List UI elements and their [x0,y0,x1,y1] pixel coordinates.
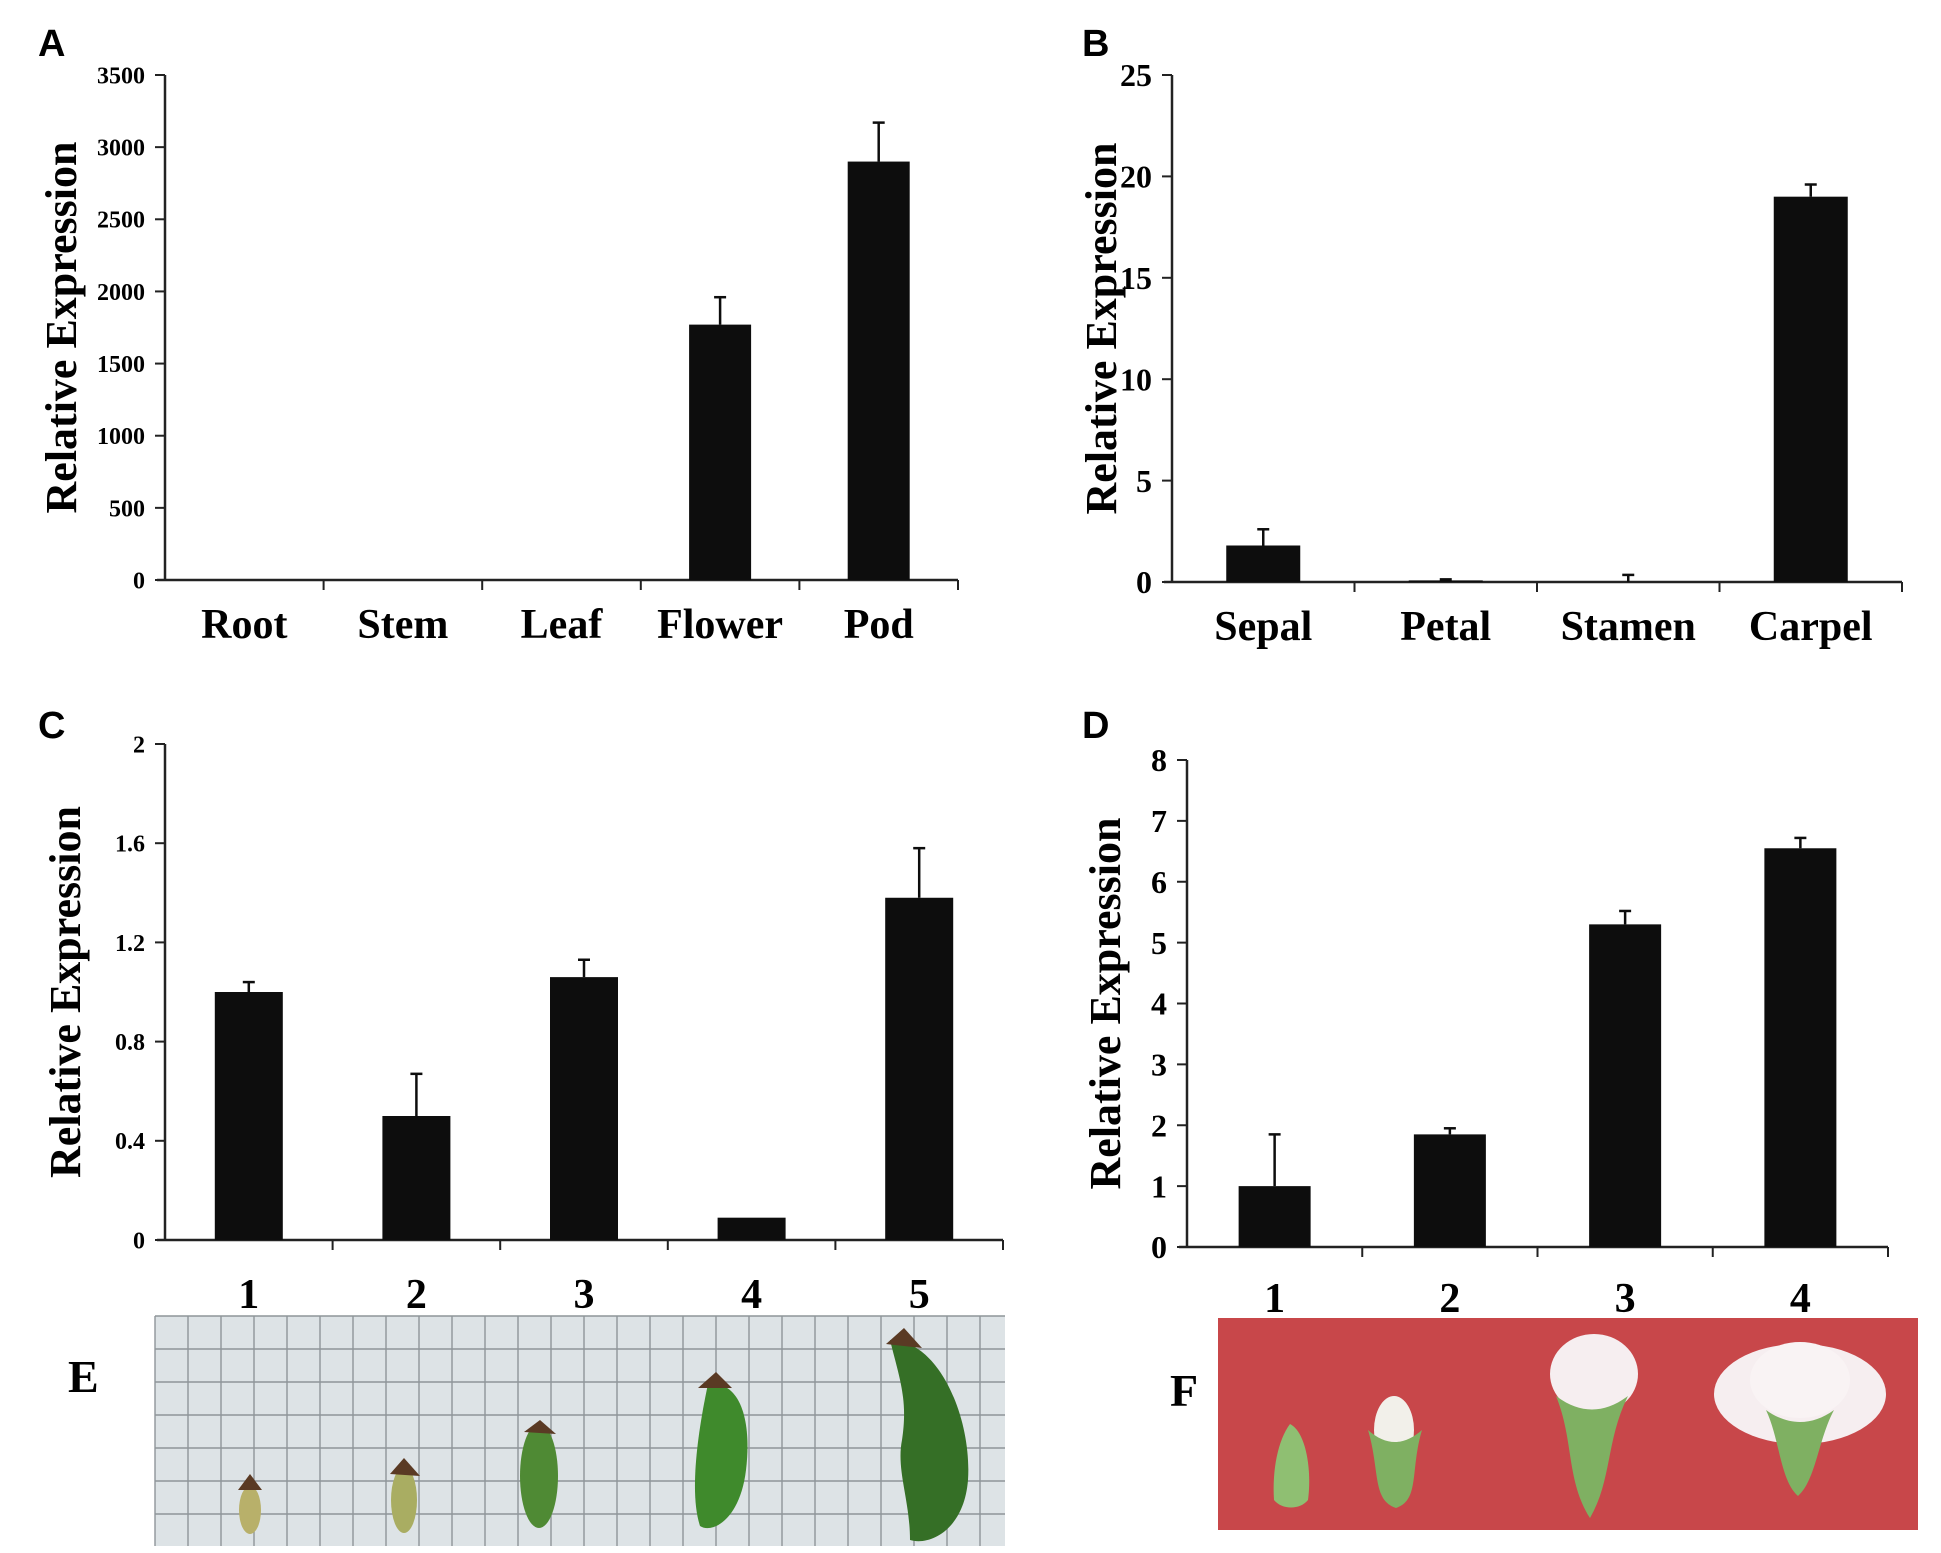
y-tick-label: 5 [1151,925,1167,961]
bar-3 [1589,924,1662,1247]
y-tick-label: 6 [1151,864,1167,900]
y-tick-label: 20 [1120,159,1152,195]
y-tick-label: 0.8 [115,1030,145,1056]
chart-panel-b: B Relative Expression 0 5 10 15 20 25 Sepal Petal… [1077,23,1903,650]
bar-flower [689,324,752,580]
y-tick-label: 0 [1151,1229,1167,1265]
grid-paper-background [155,1316,1005,1546]
x-tick-label: Carpel [1749,604,1873,650]
y-tick-label: 1 [1151,1168,1167,1204]
x-tick-label: 2 [406,1272,427,1318]
y-tick-label: 25 [1120,57,1152,93]
x-tick-label: 3 [574,1272,595,1318]
x-tick-label: 4 [1790,1276,1811,1322]
y-tick-label: 0 [1136,564,1152,600]
bar-5 [885,897,954,1240]
flower-stage-1 [1273,1424,1310,1508]
x-tick-label: Flower [657,602,783,648]
y-tick-label: 10 [1120,361,1152,397]
bar-4 [1764,848,1837,1247]
bar-sepal [1226,545,1301,582]
bar-4 [717,1217,786,1240]
grid-paper-lines [154,1315,1005,1546]
y-tick-label: 2500 [97,208,145,234]
y-tick-label: 15 [1120,260,1152,296]
x-tick-label: 2 [1439,1276,1460,1322]
photo-f-letter: F [1170,1365,1198,1416]
panel-letter: B [1082,23,1109,65]
y-tick-label: 1.2 [115,931,145,957]
y-tick-label: 3000 [97,136,145,162]
pod-stage-3 [520,1420,558,1528]
pod-stage-5 [886,1328,969,1542]
y-axis-label: Relative Expression [37,142,86,514]
y-tick-label: 3 [1151,1047,1167,1083]
x-tick-label: Stem [357,602,448,648]
x-tick-label: 4 [741,1272,762,1318]
panel-letter: C [38,705,65,747]
pod-stage-4 [694,1372,748,1529]
y-tick-label: 3500 [97,63,145,89]
x-tick-label: 1 [1264,1276,1285,1322]
x-tick-label: Stamen [1561,604,1696,650]
y-tick-label: 0 [133,568,145,594]
y-tick-label: 1000 [97,424,145,450]
x-tick-label: 5 [909,1272,930,1318]
panel-letter: D [1082,705,1109,747]
y-tick-label: 1500 [97,352,145,378]
flower-stage-2 [1368,1396,1422,1508]
y-tick-label: 2000 [97,280,145,306]
y-axis-label: Relative Expression [1077,143,1126,515]
y-tick-label: 1.6 [115,832,145,858]
x-tick-label: Leaf [521,602,604,648]
y-axis-label: Relative Expression [1081,818,1130,1190]
x-tick-label: 1 [238,1272,259,1318]
y-axis-label: Relative Expression [41,806,90,1178]
flower-stage-4 [1714,1342,1886,1496]
y-tick-label: 500 [109,496,145,522]
x-tick-label: Root [201,602,287,648]
y-tick-label: 7 [1151,803,1167,839]
chart-panel-a: A Relative Expression 0 500 1000 1500 2000 2500… [37,23,959,648]
bar-1 [214,992,283,1240]
y-tick-label: 0 [133,1228,145,1254]
bar-2 [382,1116,451,1240]
photo-e-letter: E [68,1351,99,1402]
chart-panel-c: C Relative Expression 0 0.4 0.8 1.2 1.6 2 1 2 3 4 5 [38,705,1004,1318]
bar-1 [1238,1186,1311,1247]
bar-3 [550,977,618,1240]
x-tick-label: Sepal [1214,604,1312,650]
bar-petal [1408,580,1483,582]
pod-stage-1 [238,1474,262,1534]
bar-pod [847,161,910,581]
y-tick-label: 2 [133,732,145,758]
y-tick-label: 0.4 [115,1129,145,1155]
chart-panel-d: D Relative Expression 0 1 2 3 4 5 6 7 8 1 2 3 4 [1081,705,1889,1322]
bar-2 [1413,1134,1486,1247]
y-tick-label: 8 [1151,742,1167,778]
pod-series-photo: E [68,1315,1005,1546]
pod-stage-2 [390,1458,420,1533]
y-tick-label: 4 [1151,986,1167,1022]
panel-letter: A [38,23,65,65]
x-tick-label: Petal [1400,604,1491,650]
bar-carpel [1773,196,1848,582]
x-tick-label: 3 [1615,1276,1636,1322]
flower-series-photo: F [1170,1318,1918,1530]
x-tick-label: Pod [844,602,914,648]
flower-stage-3 [1550,1334,1638,1518]
y-tick-label: 5 [1136,463,1152,499]
y-tick-label: 2 [1151,1107,1167,1143]
